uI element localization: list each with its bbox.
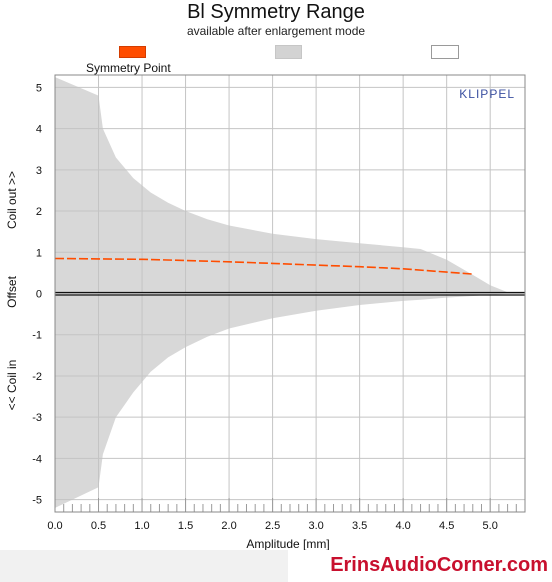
symmetry-point-line — [54, 257, 473, 275]
y-tick-label: -3 — [32, 412, 42, 424]
footer-brand-area — [288, 550, 552, 582]
brand-watermark: ErinsAudioCorner.com — [330, 554, 548, 576]
chart-plot: KLIPPEL 5 4 3 2 1 0 -1 -2 -3 -4 -5 0.0 0.5 1.0 1.5 2.0 2.… — [5, 74, 526, 550]
x-tick-label: 4.5 — [439, 520, 454, 532]
legend-swatch-symmetry-range — [275, 45, 302, 59]
y-axis-label-part: Offset — [5, 275, 19, 307]
x-tick-label: 1.0 — [134, 520, 149, 532]
y-tick-label: 3 — [36, 165, 42, 177]
y-axis-label-part: << Coil in — [5, 360, 19, 411]
y-tick-label: -5 — [32, 495, 42, 507]
klippel-watermark: KLIPPEL — [459, 87, 515, 101]
chart-title: Bl Symmetry Range — [187, 1, 365, 23]
x-tick-label: 3.5 — [352, 520, 367, 532]
y-tick-label: -2 — [32, 371, 42, 383]
y-tick-label: 4 — [36, 124, 42, 136]
x-tick-label: 4.0 — [395, 520, 410, 532]
plot-frame — [54, 74, 526, 513]
x-tick-label: 5.0 — [483, 520, 498, 532]
y-axis-label-part: Coil out >> — [5, 171, 19, 229]
legend-swatch-symmetry-point — [119, 46, 146, 58]
legend-swatch-empty — [431, 45, 459, 59]
y-tick-label: -4 — [32, 453, 42, 465]
x-tick-label: 0.5 — [91, 520, 106, 532]
x-tick-label: 2.5 — [265, 520, 280, 532]
y-tick-label: 5 — [36, 82, 42, 94]
y-tick-label: 1 — [36, 247, 42, 259]
x-tick-label: 0.0 — [47, 520, 62, 532]
y-tick-label: 2 — [36, 206, 42, 218]
chart-subtitle: available after enlargement mode — [186, 24, 366, 38]
x-tick-label: 2.0 — [221, 520, 236, 532]
x-axis-label: Amplitude [mm] — [246, 537, 329, 550]
y-tick-label: 0 — [36, 289, 42, 301]
x-tick-label: 3.0 — [308, 520, 323, 532]
y-tick-label: -1 — [32, 330, 42, 342]
x-tick-label: 1.5 — [178, 520, 193, 532]
legend-label-symmetry-point: Symmetry Point — [86, 61, 171, 75]
